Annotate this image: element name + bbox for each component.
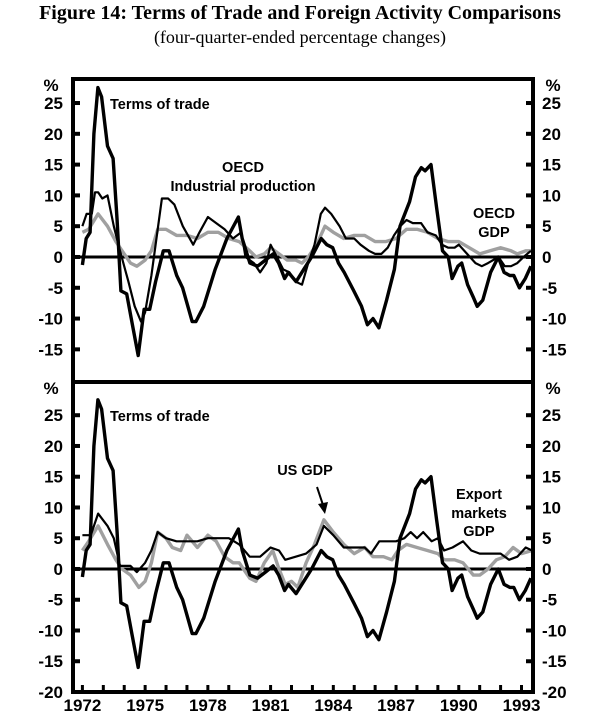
y-tick-label-left: -5 <box>48 591 63 610</box>
x-tick-label: 1984 <box>314 696 352 715</box>
y-tick-label-right: -15 <box>542 652 567 671</box>
y-tick-label-right: 5 <box>542 217 551 236</box>
annotation-label: Terms of trade <box>110 97 210 113</box>
y-tick-label-left: 5 <box>54 217 63 236</box>
y-tick-label-right: -15 <box>542 340 567 359</box>
y-tick-label-right: 25 <box>542 94 561 113</box>
x-tick-label: 1972 <box>63 696 101 715</box>
annotation-label: US GDP <box>277 463 333 479</box>
y-tick-label-left: 25 <box>44 94 63 113</box>
annotation-label: GDP <box>478 225 510 241</box>
annotation-label: markets <box>451 506 507 522</box>
annotation-label: GDP <box>463 524 495 540</box>
y-tick-label-right: -5 <box>542 279 557 298</box>
series-line-export-markets-gdp <box>80 518 533 590</box>
x-tick-label: 1990 <box>440 696 478 715</box>
y-tick-label-right: 15 <box>542 156 561 175</box>
series-line-oecd-gdp <box>81 212 532 268</box>
y-tick-label-left: 0 <box>54 248 63 267</box>
y-tick-label-left: -15 <box>38 340 63 359</box>
series-line-terms-of-trade <box>80 398 533 670</box>
y-tick-label-left: 10 <box>44 498 63 517</box>
y-axis-unit-left: % <box>43 379 58 398</box>
y-tick-label-left: 15 <box>44 468 63 487</box>
y-tick-label-left: 10 <box>44 186 63 205</box>
y-tick-label-right: -5 <box>542 591 557 610</box>
annotation-label: OECD <box>222 160 264 176</box>
y-tick-label-right: -10 <box>542 621 567 640</box>
y-tick-label-right: 10 <box>542 186 561 205</box>
y-tick-label-right: 25 <box>542 406 561 425</box>
annotation-label: Industrial production <box>171 179 316 195</box>
y-tick-label-right: 0 <box>542 560 551 579</box>
y-tick-label-left: -5 <box>48 279 63 298</box>
y-tick-label-right: 20 <box>542 125 561 144</box>
x-tick-label: 1978 <box>189 696 227 715</box>
series-line-terms-of-trade <box>80 85 533 358</box>
x-tick-label: 1993 <box>503 696 541 715</box>
y-tick-label-left: 15 <box>44 156 63 175</box>
y-tick-label-left: 20 <box>44 125 63 144</box>
plot-frame <box>71 77 535 694</box>
y-tick-label-right: -10 <box>542 310 567 329</box>
chart-title: Figure 14: Terms of Trade and Foreign Ac… <box>39 2 561 24</box>
y-tick-label-left: 25 <box>44 406 63 425</box>
y-axis-unit-left: % <box>43 76 58 95</box>
arrow-head-icon <box>318 502 328 514</box>
annotation-label: OECD <box>473 206 515 222</box>
y-tick-label-right: 5 <box>542 529 551 548</box>
y-tick-label-right: 20 <box>542 437 561 456</box>
y-tick-label-right: 10 <box>542 498 561 517</box>
y-tick-label-left: 20 <box>44 437 63 456</box>
series-line-us-gdp <box>82 512 533 574</box>
x-tick-label: 1981 <box>252 696 290 715</box>
y-tick-label-right: 0 <box>542 248 551 267</box>
y-axis-unit-right: % <box>545 379 560 398</box>
chart-subtitle: (four-quarter-ended percentage changes) <box>153 27 447 47</box>
x-tick-label: 1975 <box>126 696 164 715</box>
annotation-label: Export <box>456 487 502 503</box>
y-tick-label-left: -15 <box>38 652 63 671</box>
y-tick-label-right: 15 <box>542 468 561 487</box>
x-tick-label: 1987 <box>377 696 415 715</box>
annotation-label: Terms of trade <box>110 409 210 425</box>
y-tick-label-left: 5 <box>54 529 63 548</box>
y-tick-label-right: -20 <box>542 683 567 702</box>
y-tick-label-left: -10 <box>38 310 63 329</box>
y-tick-label-left: -10 <box>38 621 63 640</box>
y-tick-label-left: -20 <box>38 683 63 702</box>
y-axis-unit-right: % <box>545 76 560 95</box>
y-tick-label-left: 0 <box>54 560 63 579</box>
